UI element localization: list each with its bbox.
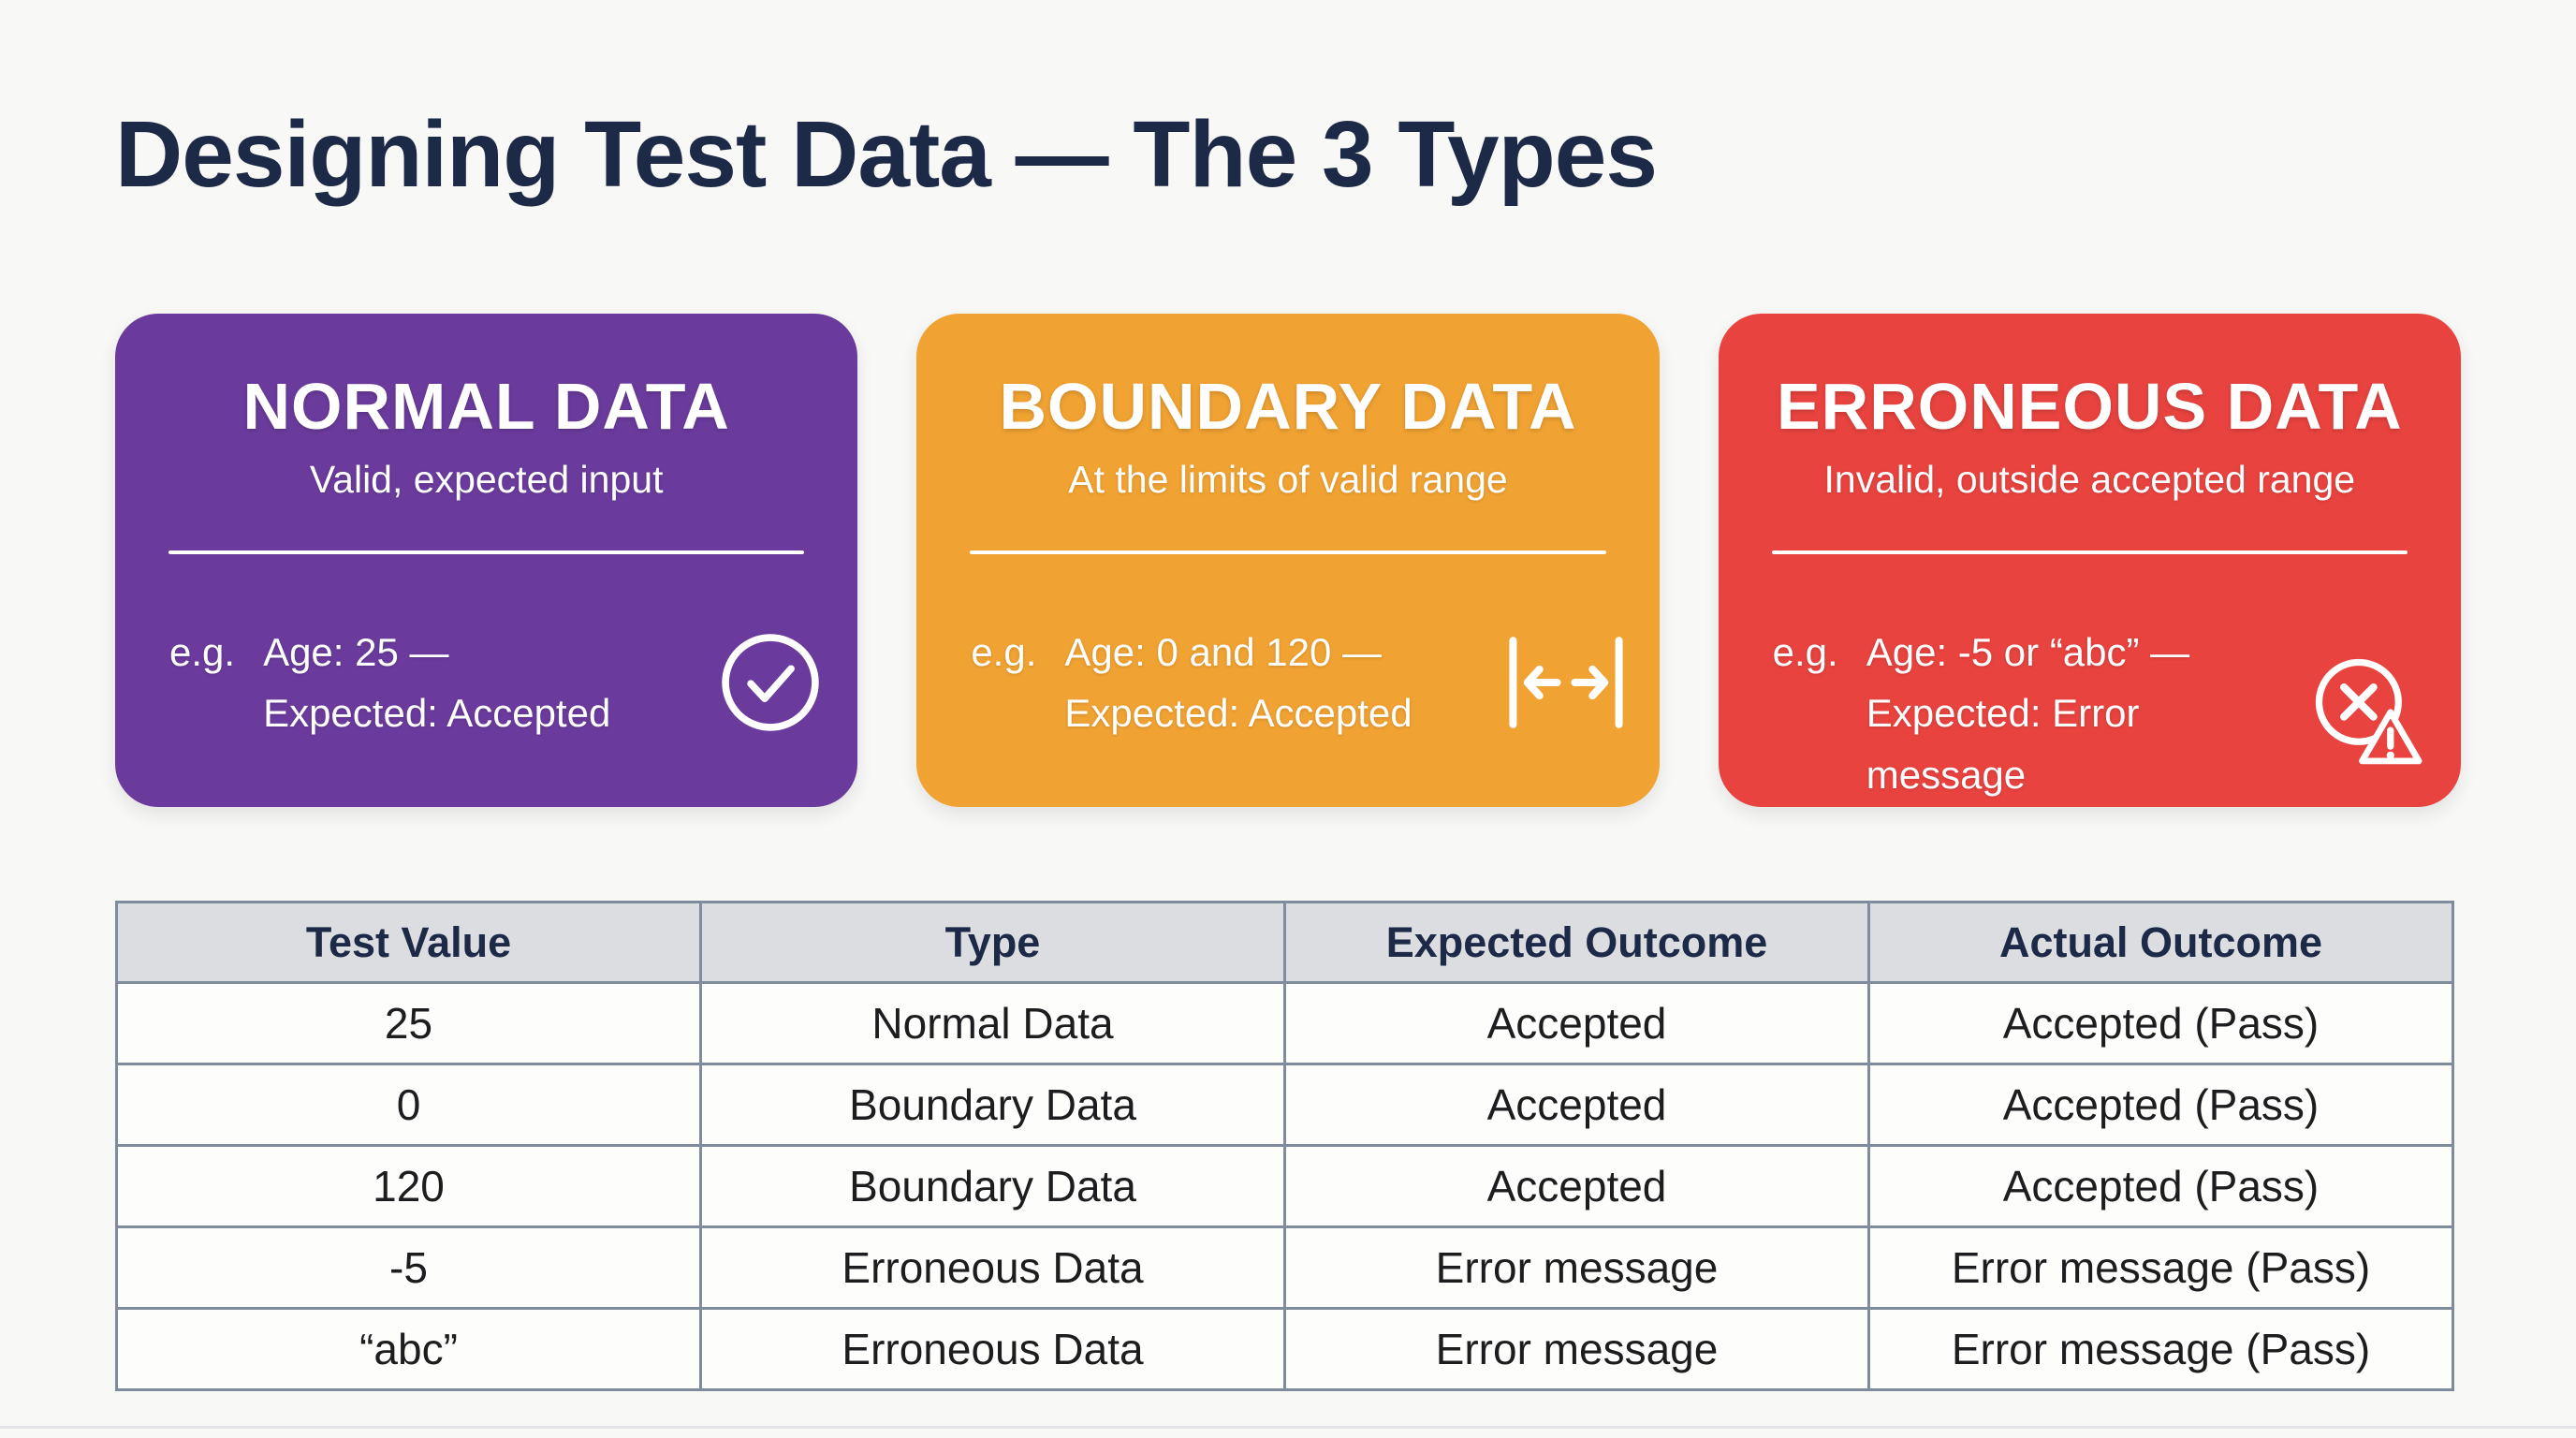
example-line-2: Expected: Accepted: [1064, 691, 1412, 736]
table-row: 25 Normal Data Accepted Accepted (Pass): [115, 981, 2454, 1065]
cell-expected-outcome: Accepted: [1283, 1144, 1870, 1228]
card-divider: [168, 550, 805, 555]
card-example: e.g. Age: 25 — Expected: Accepted: [169, 622, 826, 743]
table-header-row: Test Value Type Expected Outcome Actual …: [115, 901, 2454, 984]
boundary-range-icon: [1504, 634, 1628, 731]
table-row: “abc” Erroneous Data Error message Error…: [115, 1307, 2454, 1391]
card-title: NORMAL DATA: [242, 370, 730, 443]
cell-test-value: 120: [115, 1144, 702, 1228]
column-header-test-value: Test Value: [115, 901, 702, 984]
table-row: 0 Boundary Data Accepted Accepted (Pass): [115, 1063, 2454, 1147]
cell-type: Erroneous Data: [699, 1225, 1286, 1310]
error-circle-warning-icon: [2311, 654, 2429, 772]
card-example: e.g. Age: 0 and 120 — Expected: Accepted: [971, 622, 1627, 743]
card-divider: [1771, 550, 2408, 555]
card-subtitle: At the limits of valid range: [1068, 458, 1508, 502]
cell-actual-outcome: Accepted (Pass): [1867, 981, 2454, 1065]
cell-type: Erroneous Data: [699, 1307, 1286, 1391]
example-prefix: e.g.: [169, 630, 236, 675]
column-header-actual-outcome: Actual Outcome: [1867, 901, 2454, 984]
cell-expected-outcome: Error message: [1283, 1225, 1870, 1310]
cell-expected-outcome: Error message: [1283, 1307, 1870, 1391]
card-title: BOUNDARY DATA: [999, 370, 1577, 443]
table-row: -5 Erroneous Data Error message Error me…: [115, 1225, 2454, 1310]
check-circle-icon: [715, 627, 826, 738]
test-data-table: Test Value Type Expected Outcome Actual …: [115, 901, 2454, 1391]
card-title: ERRONEOUS DATA: [1776, 370, 2403, 443]
cell-test-value: “abc”: [115, 1307, 702, 1391]
example-line-1: Age: -5 or “abc” —: [1866, 630, 2190, 675]
example-prefix: e.g.: [971, 630, 1037, 675]
cell-test-value: -5: [115, 1225, 702, 1310]
cards-row: NORMAL DATA Valid, expected input e.g. A…: [115, 314, 2461, 807]
example-prefix: e.g.: [1772, 630, 1838, 675]
card-normal-data: NORMAL DATA Valid, expected input e.g. A…: [115, 314, 858, 807]
cell-type: Boundary Data: [699, 1063, 1286, 1147]
example-line-2: Expected: Accepted: [263, 691, 611, 736]
cell-actual-outcome: Accepted (Pass): [1867, 1063, 2454, 1147]
card-subtitle: Valid, expected input: [309, 458, 664, 502]
example-line-1: Age: 0 and 120 —: [1064, 630, 1382, 675]
cell-expected-outcome: Accepted: [1283, 1063, 1870, 1147]
example-line-1: Age: 25 —: [263, 630, 449, 675]
card-divider: [970, 550, 1606, 555]
cell-actual-outcome: Error message (Pass): [1867, 1307, 2454, 1391]
card-boundary-data: BOUNDARY DATA At the limits of valid ran…: [916, 314, 1660, 807]
card-example: e.g. Age: -5 or “abc” — Expected: Error …: [1773, 622, 2429, 804]
table-row: 120 Boundary Data Accepted Accepted (Pas…: [115, 1144, 2454, 1228]
cell-test-value: 25: [115, 981, 702, 1065]
column-header-expected-outcome: Expected Outcome: [1283, 901, 1870, 984]
card-subtitle: Invalid, outside accepted range: [1823, 458, 2356, 502]
cell-type: Boundary Data: [699, 1144, 1286, 1228]
slide-bottom-edge: [0, 1426, 2576, 1429]
card-erroneous-data: ERRONEOUS DATA Invalid, outside accepted…: [1718, 314, 2461, 807]
cell-type: Normal Data: [699, 981, 1286, 1065]
column-header-type: Type: [699, 901, 1286, 984]
example-line-2: Expected: Error message: [1866, 691, 2140, 797]
page-title: Designing Test Data — The 3 Types: [115, 102, 1658, 207]
cell-expected-outcome: Accepted: [1283, 981, 1870, 1065]
cell-actual-outcome: Error message (Pass): [1867, 1225, 2454, 1310]
cell-actual-outcome: Accepted (Pass): [1867, 1144, 2454, 1228]
cell-test-value: 0: [115, 1063, 702, 1147]
